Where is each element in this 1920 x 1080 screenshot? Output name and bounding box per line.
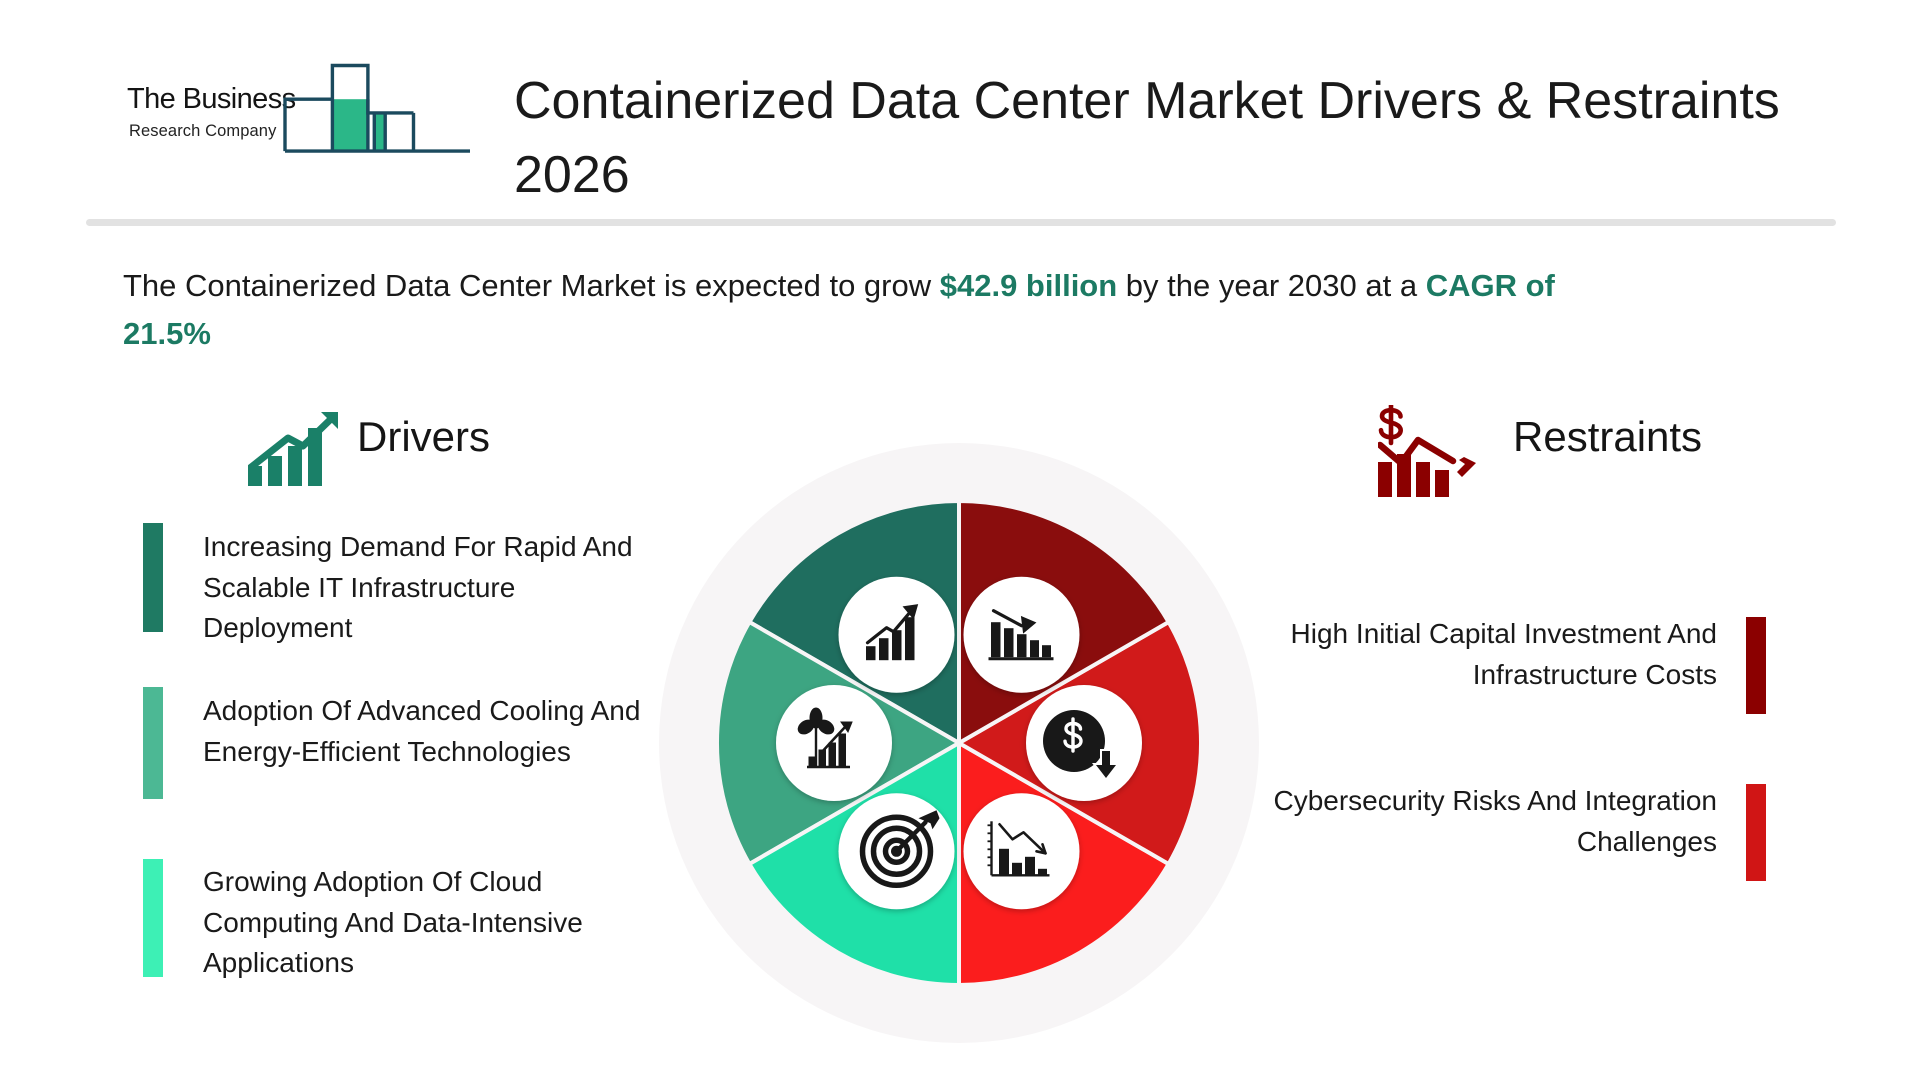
svg-text:Research Company: Research Company [129,122,277,140]
svg-text:The Business: The Business [127,83,296,115]
